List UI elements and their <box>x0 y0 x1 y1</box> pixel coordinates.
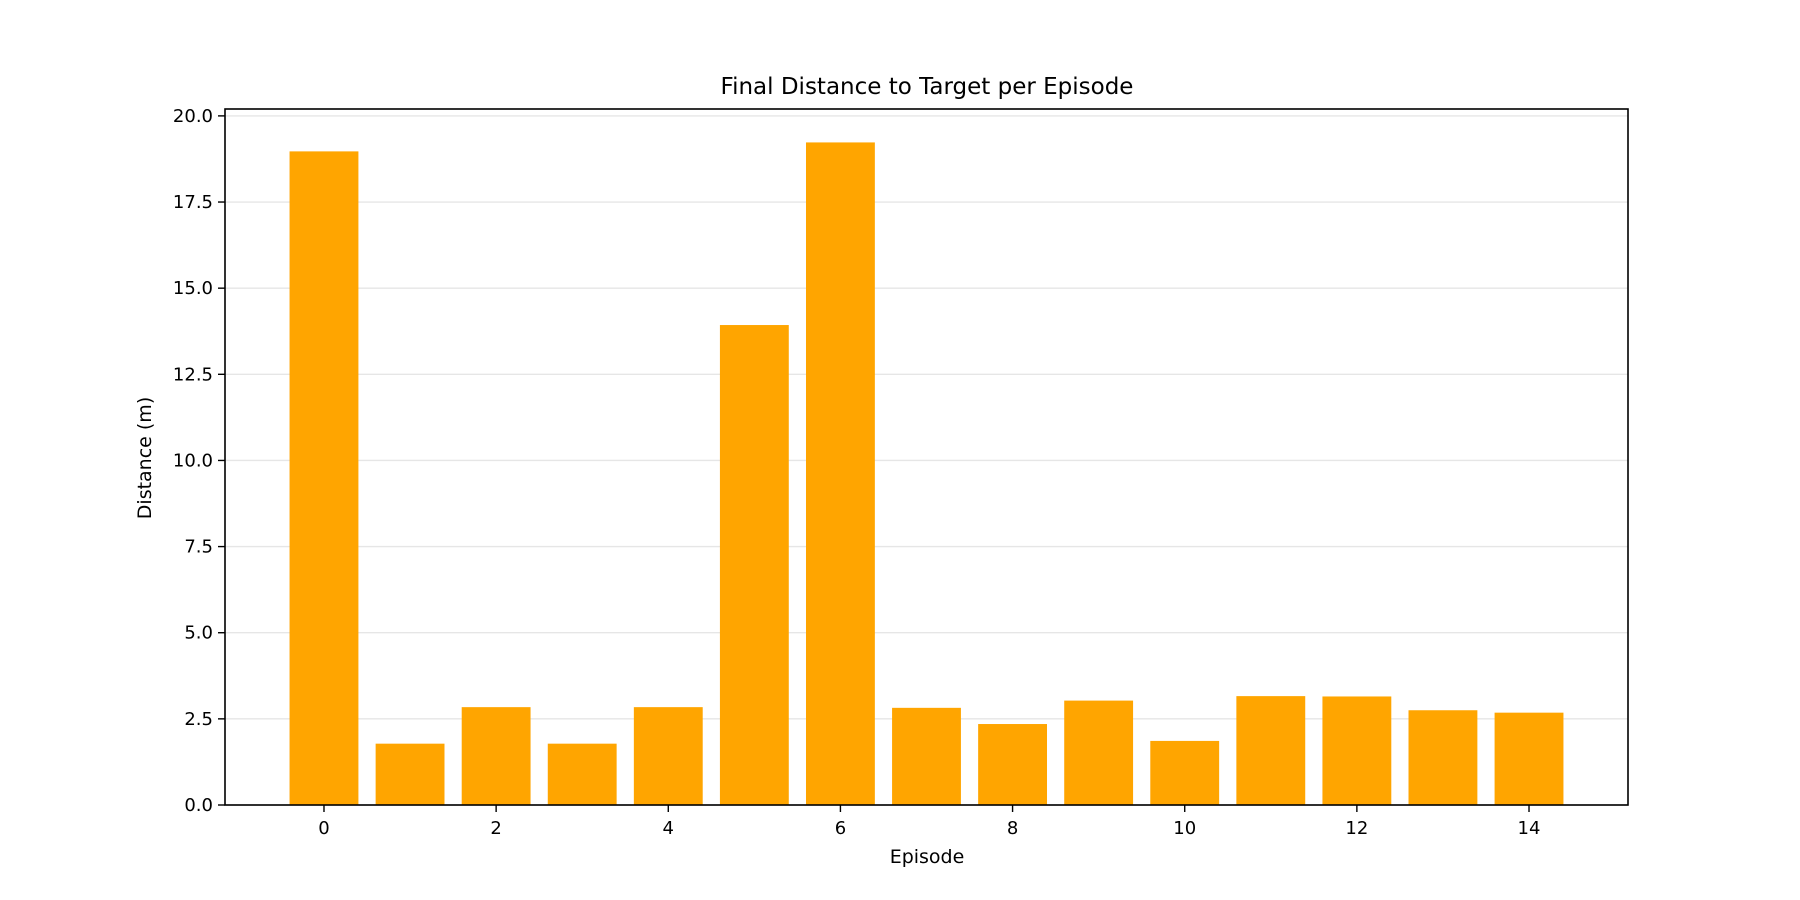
bar-episode-13 <box>1408 710 1478 805</box>
x-tick-label: 0 <box>318 818 329 839</box>
y-tick-label: 15.0 <box>173 278 213 299</box>
bar-episode-2 <box>461 707 531 805</box>
y-tick-label: 7.5 <box>184 537 213 558</box>
bar-episode-10 <box>1150 740 1220 805</box>
bar-episode-14 <box>1494 712 1564 805</box>
chart-title: Final Distance to Target per Episode <box>721 74 1134 100</box>
x-tick-label: 6 <box>835 818 846 839</box>
y-tick-label: 17.5 <box>173 192 213 213</box>
x-tick-label: 8 <box>1007 818 1018 839</box>
x-tick-label: 14 <box>1518 818 1541 839</box>
x-tick-label: 2 <box>490 818 501 839</box>
x-axis-title: Episode <box>890 846 965 868</box>
bar-episode-1 <box>375 743 445 805</box>
bar-episode-5 <box>719 325 789 805</box>
y-tick-label: 5.0 <box>184 623 213 644</box>
y-tick-label: 12.5 <box>173 364 213 385</box>
y-tick-label: 2.5 <box>184 709 213 730</box>
bar-episode-4 <box>633 707 703 805</box>
plot-frame <box>224 108 1629 806</box>
x-tick-label: 4 <box>663 818 674 839</box>
bar-episode-8 <box>978 724 1048 805</box>
bar-episode-11 <box>1236 696 1306 805</box>
bar-episode-6 <box>805 142 875 806</box>
x-axis-ticks: 0 2 4 6 8 10 12 14 <box>318 805 1540 839</box>
bar-episode-9 <box>1064 700 1134 805</box>
bar-episode-12 <box>1322 696 1392 805</box>
bar-episode-7 <box>892 707 961 805</box>
x-tick-label: 12 <box>1345 818 1368 839</box>
bar-episode-0 <box>289 151 359 806</box>
bar-episode-3 <box>547 743 617 805</box>
y-tick-label: 0.0 <box>184 795 213 816</box>
x-tick-label: 10 <box>1173 818 1196 839</box>
y-tick-label: 20.0 <box>173 106 213 127</box>
y-tick-label: 10.0 <box>173 450 213 471</box>
y-axis-title: Distance (m) <box>134 397 156 519</box>
y-axis-ticks: 0.0 2.5 5.0 7.5 10.0 12.5 15.0 17.5 20.0 <box>173 106 225 816</box>
bars <box>289 142 1564 806</box>
